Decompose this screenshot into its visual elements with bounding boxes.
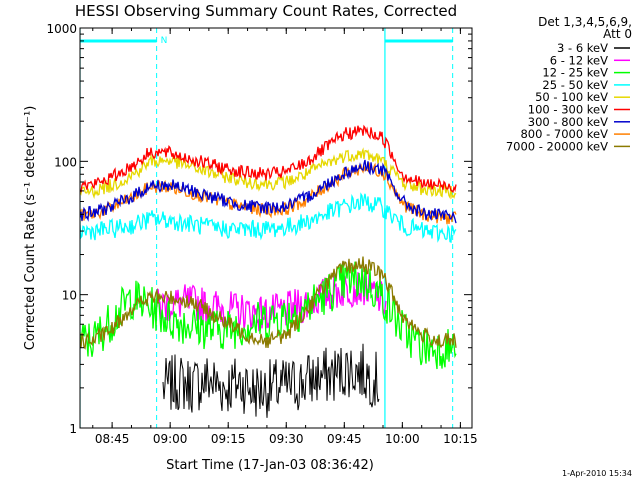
series-line-0 (162, 343, 380, 418)
series-layer (80, 124, 457, 418)
x-tick-label: 09:00 (153, 432, 188, 446)
x-tick-label: 10:00 (385, 432, 420, 446)
legend-entry-label: 800 - 7000 keV (520, 127, 608, 141)
x-tick-label: 09:30 (269, 432, 304, 446)
plot-frame (79, 27, 473, 429)
y-axis: 1 10 100 1000 (46, 22, 472, 436)
legend-header-line-1: Det 1,3,4,5,6,9, (538, 15, 632, 29)
series-line-2 (80, 261, 457, 370)
series-line-4 (80, 147, 457, 200)
series-line-5 (80, 124, 457, 194)
legend-entry-label: 3 - 6 keV (557, 41, 608, 55)
timestamp: 1-Apr-2010 15:34 (562, 469, 632, 478)
y-axis-label: Corrected Count Rate (s⁻¹ detector⁻¹) (23, 106, 38, 351)
x-tick-label: 10:15 (443, 432, 478, 446)
legend-entry-label: 25 - 50 keV (542, 78, 608, 92)
series-line-8 (80, 256, 457, 350)
x-axis: 08:45 09:00 09:15 09:30 09:45 10:00 10:15 (92, 28, 478, 446)
x-tick-label: 09:45 (327, 432, 362, 446)
legend-entry-label: 50 - 100 keV (535, 90, 608, 104)
y-tick-label: 1 (69, 422, 77, 436)
x-axis-label: Start Time (17-Jan-03 08:36:42) (166, 458, 374, 473)
chart-title: HESSI Observing Summary Count Rates, Cor… (75, 2, 457, 20)
legend-entry-label: 6 - 12 keV (550, 53, 608, 67)
legend-entry-label: 300 - 800 keV (528, 115, 608, 129)
marker-label: N (161, 36, 168, 46)
legend-entry-label: 100 - 300 keV (528, 103, 608, 117)
series-line-6 (80, 159, 457, 224)
series-line-3 (80, 192, 457, 244)
x-tick-label: 09:15 (211, 432, 246, 446)
y-tick-label: 1000 (46, 22, 77, 36)
y-tick-label: 10 (62, 289, 77, 303)
legend-entry-label: 12 - 25 keV (542, 66, 608, 80)
legend-header-line-2: Att 0 (603, 27, 632, 41)
y-tick-label: 100 (54, 155, 77, 169)
x-tick-label: 08:45 (95, 432, 130, 446)
legend-entry-label: 7000 - 20000 keV (506, 139, 608, 153)
